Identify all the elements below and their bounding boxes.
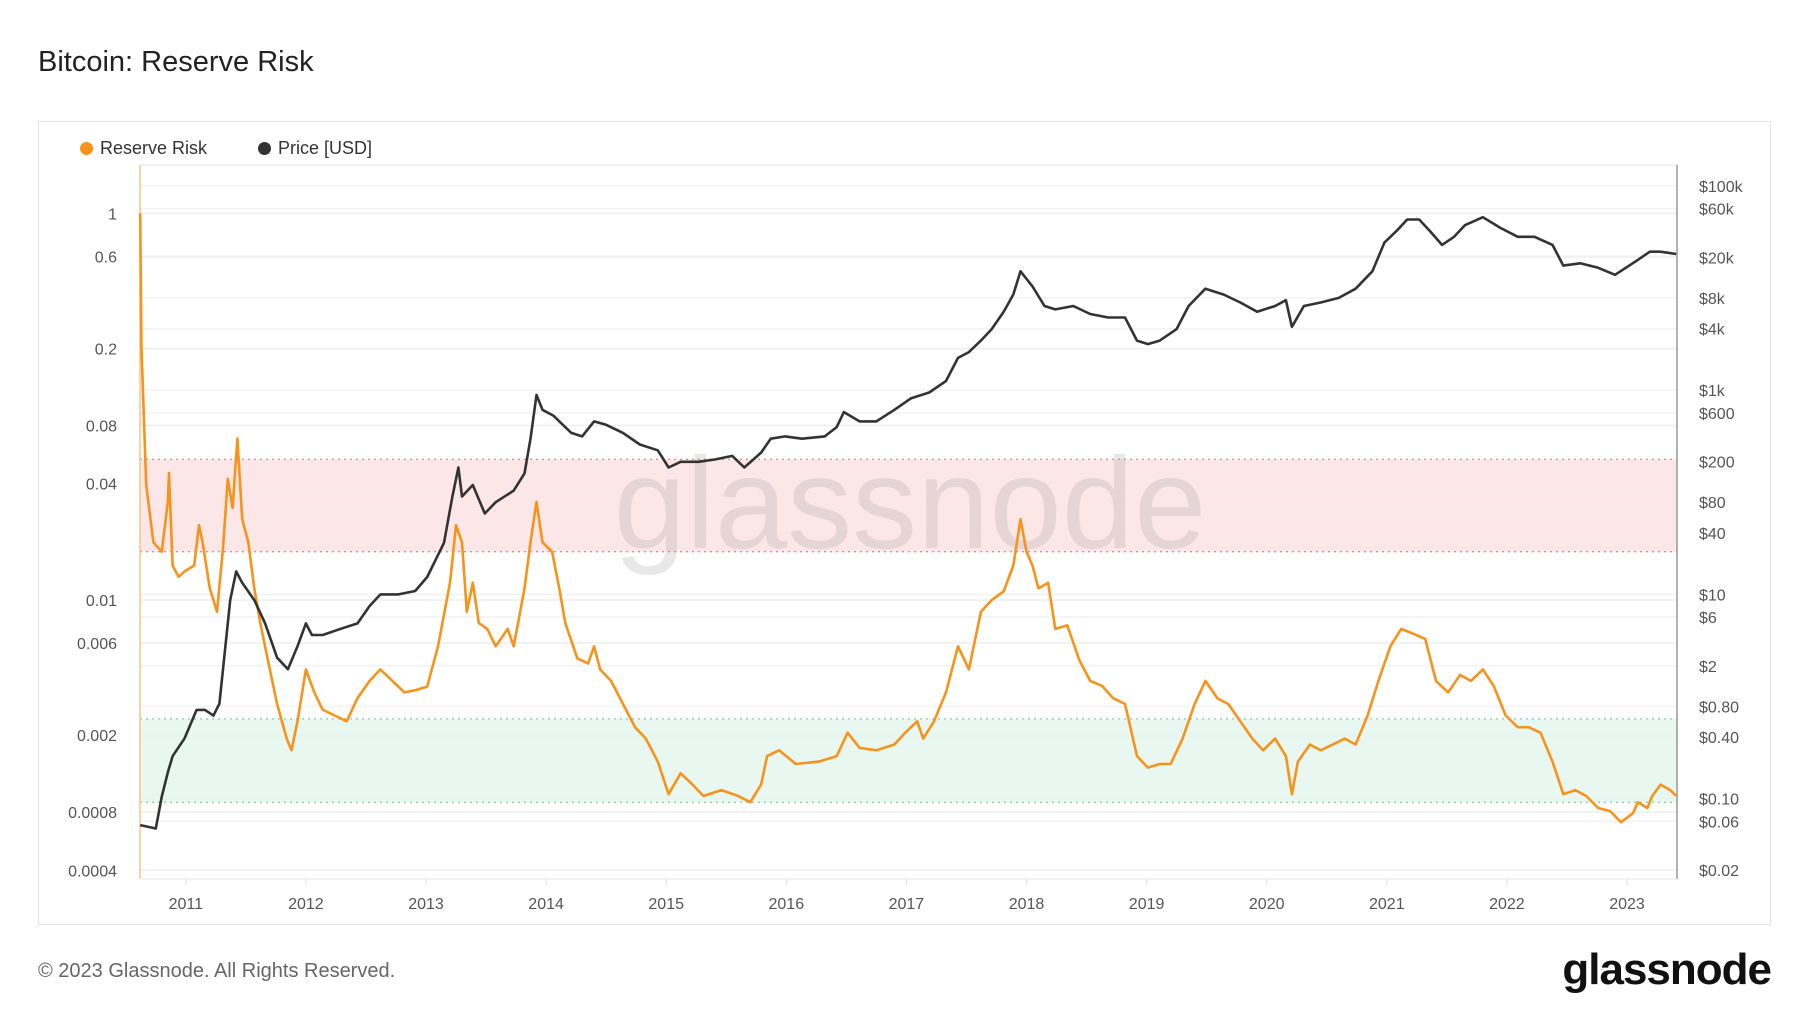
chart-title: Bitcoin: Reserve Risk: [38, 46, 314, 78]
y-tick-label: 0.04: [86, 477, 117, 494]
y2-tick-label: $2: [1699, 659, 1717, 676]
y-tick-label: 0.0004: [68, 863, 117, 880]
y-tick-label: 0.6: [95, 249, 117, 266]
y2-tick-label: $0.06: [1699, 814, 1739, 831]
high-risk-zone: [140, 459, 1677, 552]
legend-label: Reserve Risk: [100, 138, 208, 158]
y2-tick-label: $600: [1699, 406, 1735, 423]
y-tick-label: 0.002: [77, 728, 117, 745]
series-line-reserve-risk: [138, 213, 1678, 824]
y-tick-label: 1: [108, 207, 117, 224]
y2-tick-label: $8k: [1699, 291, 1726, 308]
x-tick-label: 2023: [1609, 896, 1645, 913]
x-tick-label: 2020: [1249, 896, 1285, 913]
y2-tick-label: $100k: [1699, 179, 1744, 196]
x-tick-label: 2021: [1369, 896, 1405, 913]
legend-item-reserve-risk[interactable]: Reserve Risk: [80, 138, 207, 159]
y-tick-label: 0.2: [95, 342, 117, 359]
legend-dot-icon: [258, 142, 271, 155]
y2-tick-label: $20k: [1699, 250, 1735, 267]
x-tick-label: 2011: [169, 896, 204, 913]
y2-tick-label: $4k: [1699, 322, 1726, 339]
series-line-price-usd-: [139, 215, 1677, 830]
legend-item-price[interactable]: Price [USD]: [258, 138, 372, 159]
y-tick-label: 0.01: [86, 593, 117, 610]
x-tick-label: 2018: [1009, 896, 1045, 913]
y2-tick-label: $40: [1699, 526, 1726, 543]
x-tick-label: 2014: [528, 896, 564, 913]
watermark: glassnode: [614, 430, 1207, 576]
x-tick-label: 2022: [1489, 896, 1525, 913]
y-tick-label: 0.0008: [68, 805, 117, 822]
x-tick-label: 2015: [648, 896, 684, 913]
legend-dot-icon: [80, 142, 93, 155]
y2-tick-label: $80: [1699, 495, 1726, 512]
y2-tick-label: $0.02: [1699, 863, 1739, 880]
y-tick-label: 0.08: [86, 419, 117, 436]
chart-frame: [38, 121, 1771, 925]
y2-tick-label: $200: [1699, 455, 1735, 472]
x-tick-label: 2013: [408, 896, 444, 913]
y2-tick-label: $0.40: [1699, 730, 1739, 747]
y2-tick-label: $60k: [1699, 202, 1735, 219]
x-tick-label: 2012: [288, 896, 324, 913]
copyright-text: © 2023 Glassnode. All Rights Reserved.: [38, 960, 396, 982]
glassnode-logo: glassnode: [1562, 945, 1772, 994]
x-tick-label: 2019: [1129, 896, 1165, 913]
y2-tick-label: $1k: [1699, 383, 1726, 400]
y2-tick-label: $0.80: [1699, 699, 1739, 716]
x-tick-label: 2016: [769, 896, 805, 913]
y2-tick-label: $6: [1699, 610, 1717, 627]
y2-tick-label: $10: [1699, 587, 1726, 604]
low-risk-zone: [140, 718, 1677, 803]
legend-label: Price [USD]: [278, 138, 373, 158]
x-tick-label: 2017: [889, 896, 925, 913]
y-tick-label: 0.006: [77, 636, 117, 653]
y2-tick-label: $0.10: [1699, 792, 1739, 809]
